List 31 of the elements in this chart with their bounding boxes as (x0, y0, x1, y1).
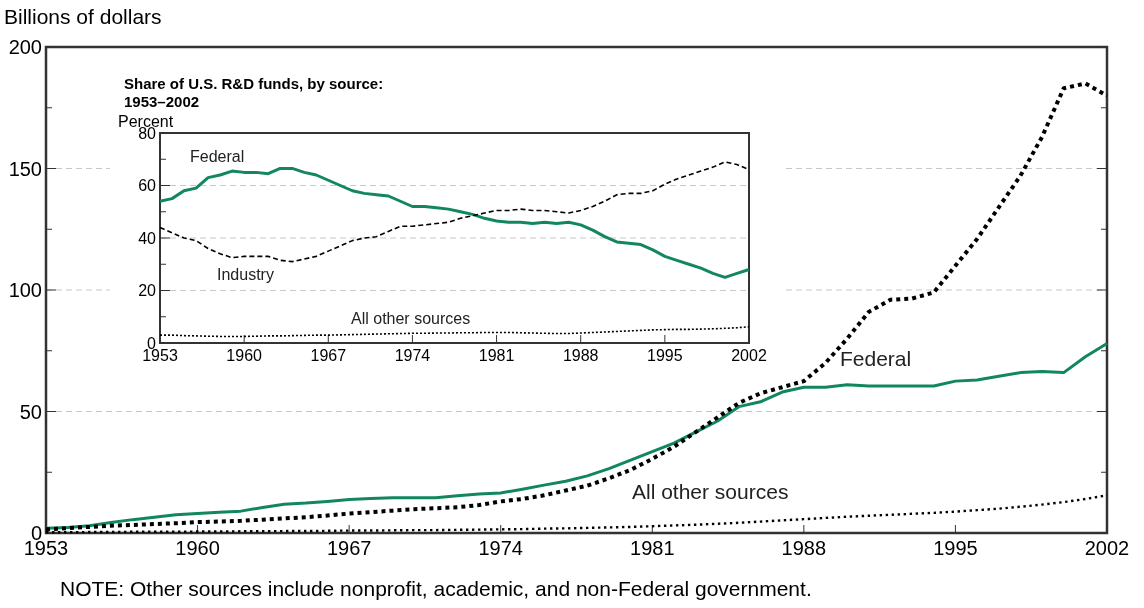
y-tick-label: 40 (138, 229, 157, 247)
x-tick-label: 2002 (1084, 537, 1130, 559)
x-tick-label: 1974 (478, 537, 523, 559)
series-label: All other sources (632, 480, 789, 503)
x-tick-label: 1967 (326, 537, 372, 559)
x-tick-label: 1981 (630, 537, 675, 559)
series-label: Federal (190, 148, 245, 165)
x-tick-label: 1960 (226, 347, 263, 364)
series-label: Federal (840, 347, 912, 370)
x-tick-label: 1988 (781, 537, 827, 559)
x-tick-label: 1988 (562, 347, 599, 364)
y-tick-label: 100 (8, 279, 42, 301)
x-tick-label: 1995 (647, 347, 683, 364)
y-tick-label: 200 (8, 36, 42, 58)
y-tick-label: 60 (138, 177, 157, 195)
line-series (159, 325, 750, 338)
text: NOTE: Other sources include nonprofit, academic, and non-Federal government. (60, 577, 812, 600)
x-tick-label: 1981 (478, 347, 515, 364)
chart-title: Share of U.S. R&D funds, by source: 1953–2002 (124, 75, 384, 110)
series-label: Industry (217, 266, 274, 283)
y-tick-label: 20 (138, 282, 157, 300)
x-tick-label: 1960 (175, 537, 220, 559)
x-tick-label: 1974 (394, 347, 431, 364)
x-tick-label: 1995 (933, 537, 978, 559)
y-tick-label: 50 (19, 400, 42, 423)
y-axis-title: Billions of dollars (4, 5, 162, 28)
x-tick-label: 1967 (310, 347, 347, 364)
x-tick-label: 2002 (731, 347, 767, 364)
x-tick-label: 1953 (142, 347, 178, 364)
y-tick-label: 150 (8, 157, 42, 180)
series-label: All other sources (351, 310, 471, 327)
